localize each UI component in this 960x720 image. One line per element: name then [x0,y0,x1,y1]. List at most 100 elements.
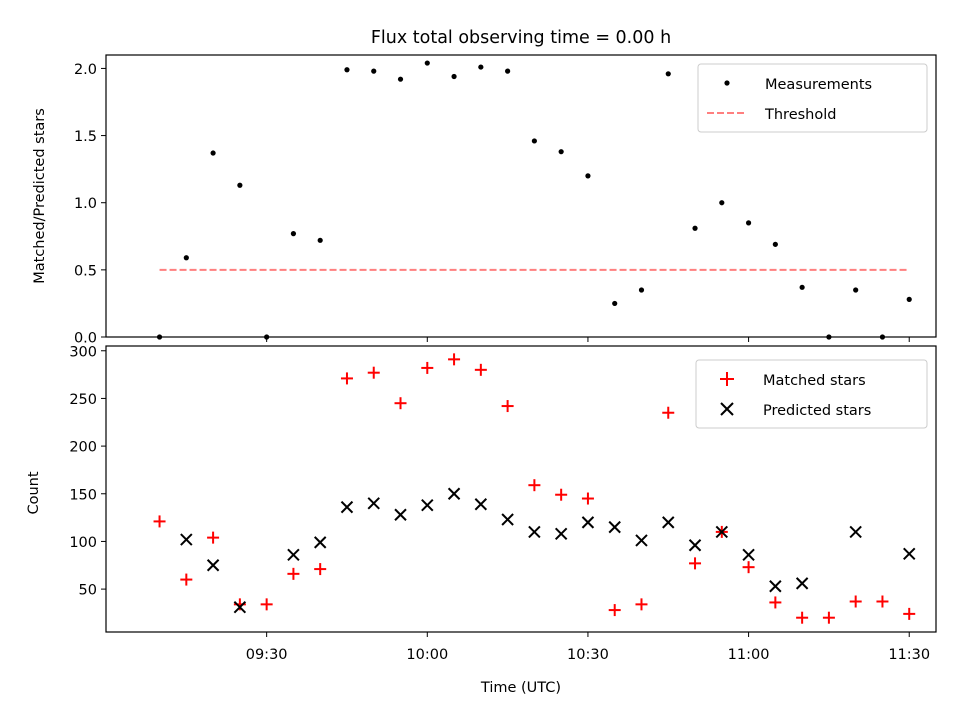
bottom-x-axis-label: Time (UTC) [480,680,561,696]
matched-star-point [581,492,594,505]
predicted-star-point [903,547,916,561]
matched-star-point [340,372,353,385]
bottom-x-tick-label: 11:30 [888,647,930,663]
legend-predicted-label: Predicted stars [763,403,871,419]
predicted-star-point [206,559,220,572]
matched-star-point [769,596,782,609]
matched-star-point [689,557,702,570]
measurement-point [745,220,752,226]
predicted-star-point [180,533,193,546]
predicted-star-point [394,508,407,521]
measurement-point [692,225,698,231]
bottom-x-tick-label: 11:00 [728,647,770,663]
matched-star-point [394,397,407,410]
top-y-tick-label: 0.5 [74,263,97,279]
matched-star-point [421,361,434,374]
matched-star-point [501,400,514,413]
matched-star-point [876,595,889,608]
measurement-point [317,237,323,243]
measurement-point [638,287,645,293]
bottom-plot-marks [153,353,916,624]
measurement-point [478,64,484,70]
predicted-star-point [715,525,729,539]
measurement-point [183,255,189,261]
predicted-star-point [528,525,541,539]
predicted-star-point [688,539,702,552]
bottom-y-tick-label: 150 [69,487,97,503]
bottom-y-ticks: 50 100 150 200 250 300 [69,344,106,599]
predicted-star-point [447,487,461,500]
matched-star-point [180,573,193,586]
top-panel: Flux total observing time = 0.00 h Match… [32,28,937,347]
bottom-y-tick-label: 50 [79,583,97,599]
top-axes-frame [105,54,937,338]
bottom-panel: Count Time (UTC) 50 100 150 200 250 300 09:30… [26,344,937,696]
matched-star-point [742,561,755,574]
matched-star-point [528,479,541,492]
matched-star-point [635,598,648,611]
measurement-point [853,287,859,293]
top-y-tick-label: 1.5 [74,129,97,145]
bottom-x-tick-label: 10:30 [567,647,609,663]
measurement-point [424,60,430,66]
matched-star-point [796,611,809,624]
measurement-point [290,231,297,237]
top-plot-marks [156,60,912,340]
bottom-legend-box [695,359,928,429]
matched-star-point [207,531,220,544]
bottom-x-ticks: 09:30 10:00 10:30 11:00 11:30 [246,632,930,663]
bottom-x-tick-label: 10:00 [406,647,448,663]
top-y-tick-label: 2.0 [74,62,97,78]
legend-measurements-marker [724,80,730,86]
matched-star-point [287,567,300,580]
bottom-y-tick-label: 200 [69,440,97,456]
bottom-y-axis-label: Count [26,471,42,514]
measurement-point [665,71,671,77]
predicted-star-point [340,500,354,514]
matched-star-point [260,598,273,611]
matched-star-point [608,604,621,617]
matched-star-point [822,611,835,624]
predicted-star-point [769,580,782,593]
bottom-axes-frame [105,345,937,633]
predicted-star-point [233,601,247,614]
top-y-axis-label: Matched/Predicted stars [32,108,48,284]
bottom-legend: Matched stars Predicted stars [695,359,928,429]
predicted-star-point [795,577,809,590]
predicted-star-point [367,497,380,510]
matched-star-point [314,563,327,576]
matched-star-point [153,515,166,528]
matched-star-point [448,353,461,366]
measurement-point [799,284,805,290]
predicted-star-point [608,520,621,534]
predicted-star-point [635,534,648,547]
top-title: Flux total observing time = 0.00 h [371,28,671,48]
measurement-point [772,241,778,247]
legend-matched-marker [720,372,734,386]
top-legend: Measurements Threshold [697,63,928,133]
predicted-star-point [501,513,514,526]
matched-star-point [367,366,380,379]
matched-star-point [662,406,675,419]
matched-star-point [474,363,487,376]
predicted-star-point [742,548,755,561]
predicted-star-point [421,498,434,512]
predicted-star-point [287,548,300,561]
predicted-star-point [554,527,568,541]
measurement-point [237,182,243,188]
top-y-ticks: 0.0 0.5 1.0 1.5 2.0 [74,62,106,347]
measurement-point [612,300,618,307]
measurement-point [397,76,404,82]
measurement-point [371,68,377,74]
measurement-point [719,200,725,206]
measurement-point [531,138,537,144]
matched-star-point [903,607,916,620]
measurement-point [451,73,457,80]
legend-measurements-label: Measurements [765,77,872,93]
bottom-y-tick-label: 250 [69,392,97,408]
measurement-point [906,296,912,302]
matched-star-point [849,595,862,608]
legend-predicted-marker [720,402,734,416]
bottom-x-tick-label: 09:30 [246,647,288,663]
